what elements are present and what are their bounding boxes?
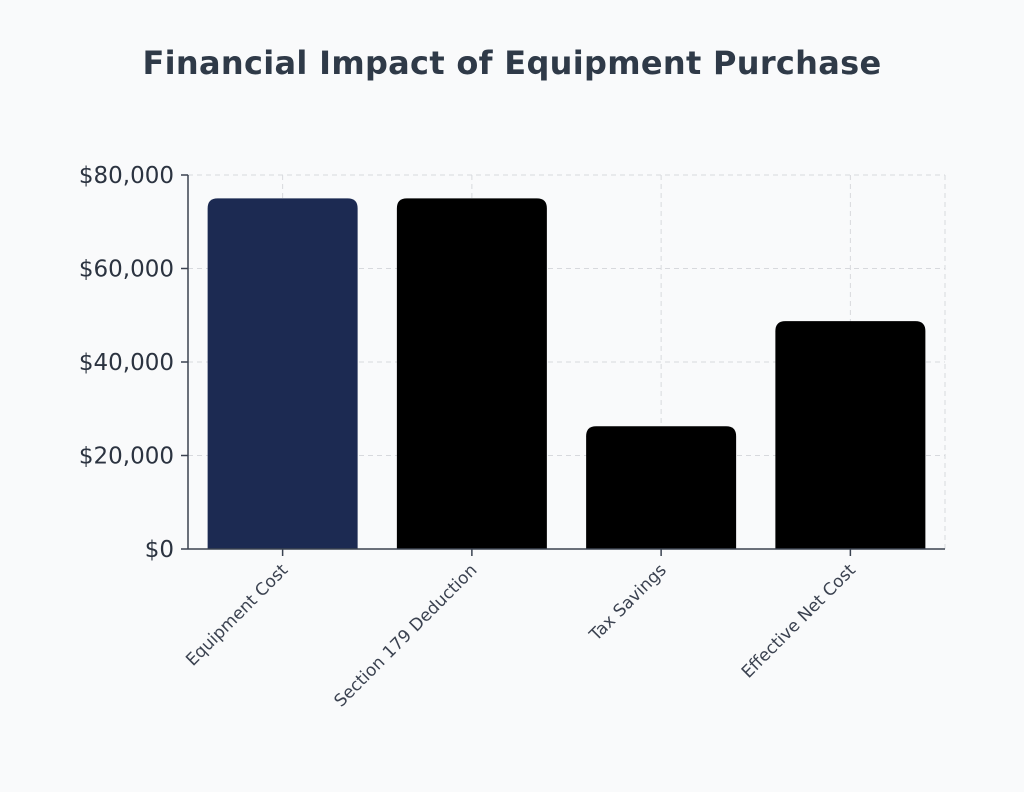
- bar-equipment-cost: [207, 198, 358, 549]
- bar-tax-savings: [586, 426, 737, 549]
- axes: [181, 174, 945, 556]
- bar-section-179-deduction: [396, 198, 547, 549]
- bars: [207, 198, 926, 549]
- chart-title: Financial Impact of Equipment Purchase: [142, 44, 882, 82]
- y-tick-label: $80,000: [79, 163, 174, 189]
- x-tick-label: Equipment Cost: [182, 560, 292, 670]
- y-tick-label: $0: [145, 537, 174, 563]
- bar-effective-net-cost: [775, 321, 926, 549]
- y-tick-label: $40,000: [79, 350, 174, 376]
- y-tick-label: $60,000: [79, 257, 174, 283]
- y-tick-label: $20,000: [79, 444, 174, 470]
- x-tick-label: Section 179 Deduction: [330, 560, 481, 711]
- x-tick-label: Tax Savings: [585, 560, 671, 646]
- x-tick-label: Effective Net Cost: [738, 560, 860, 682]
